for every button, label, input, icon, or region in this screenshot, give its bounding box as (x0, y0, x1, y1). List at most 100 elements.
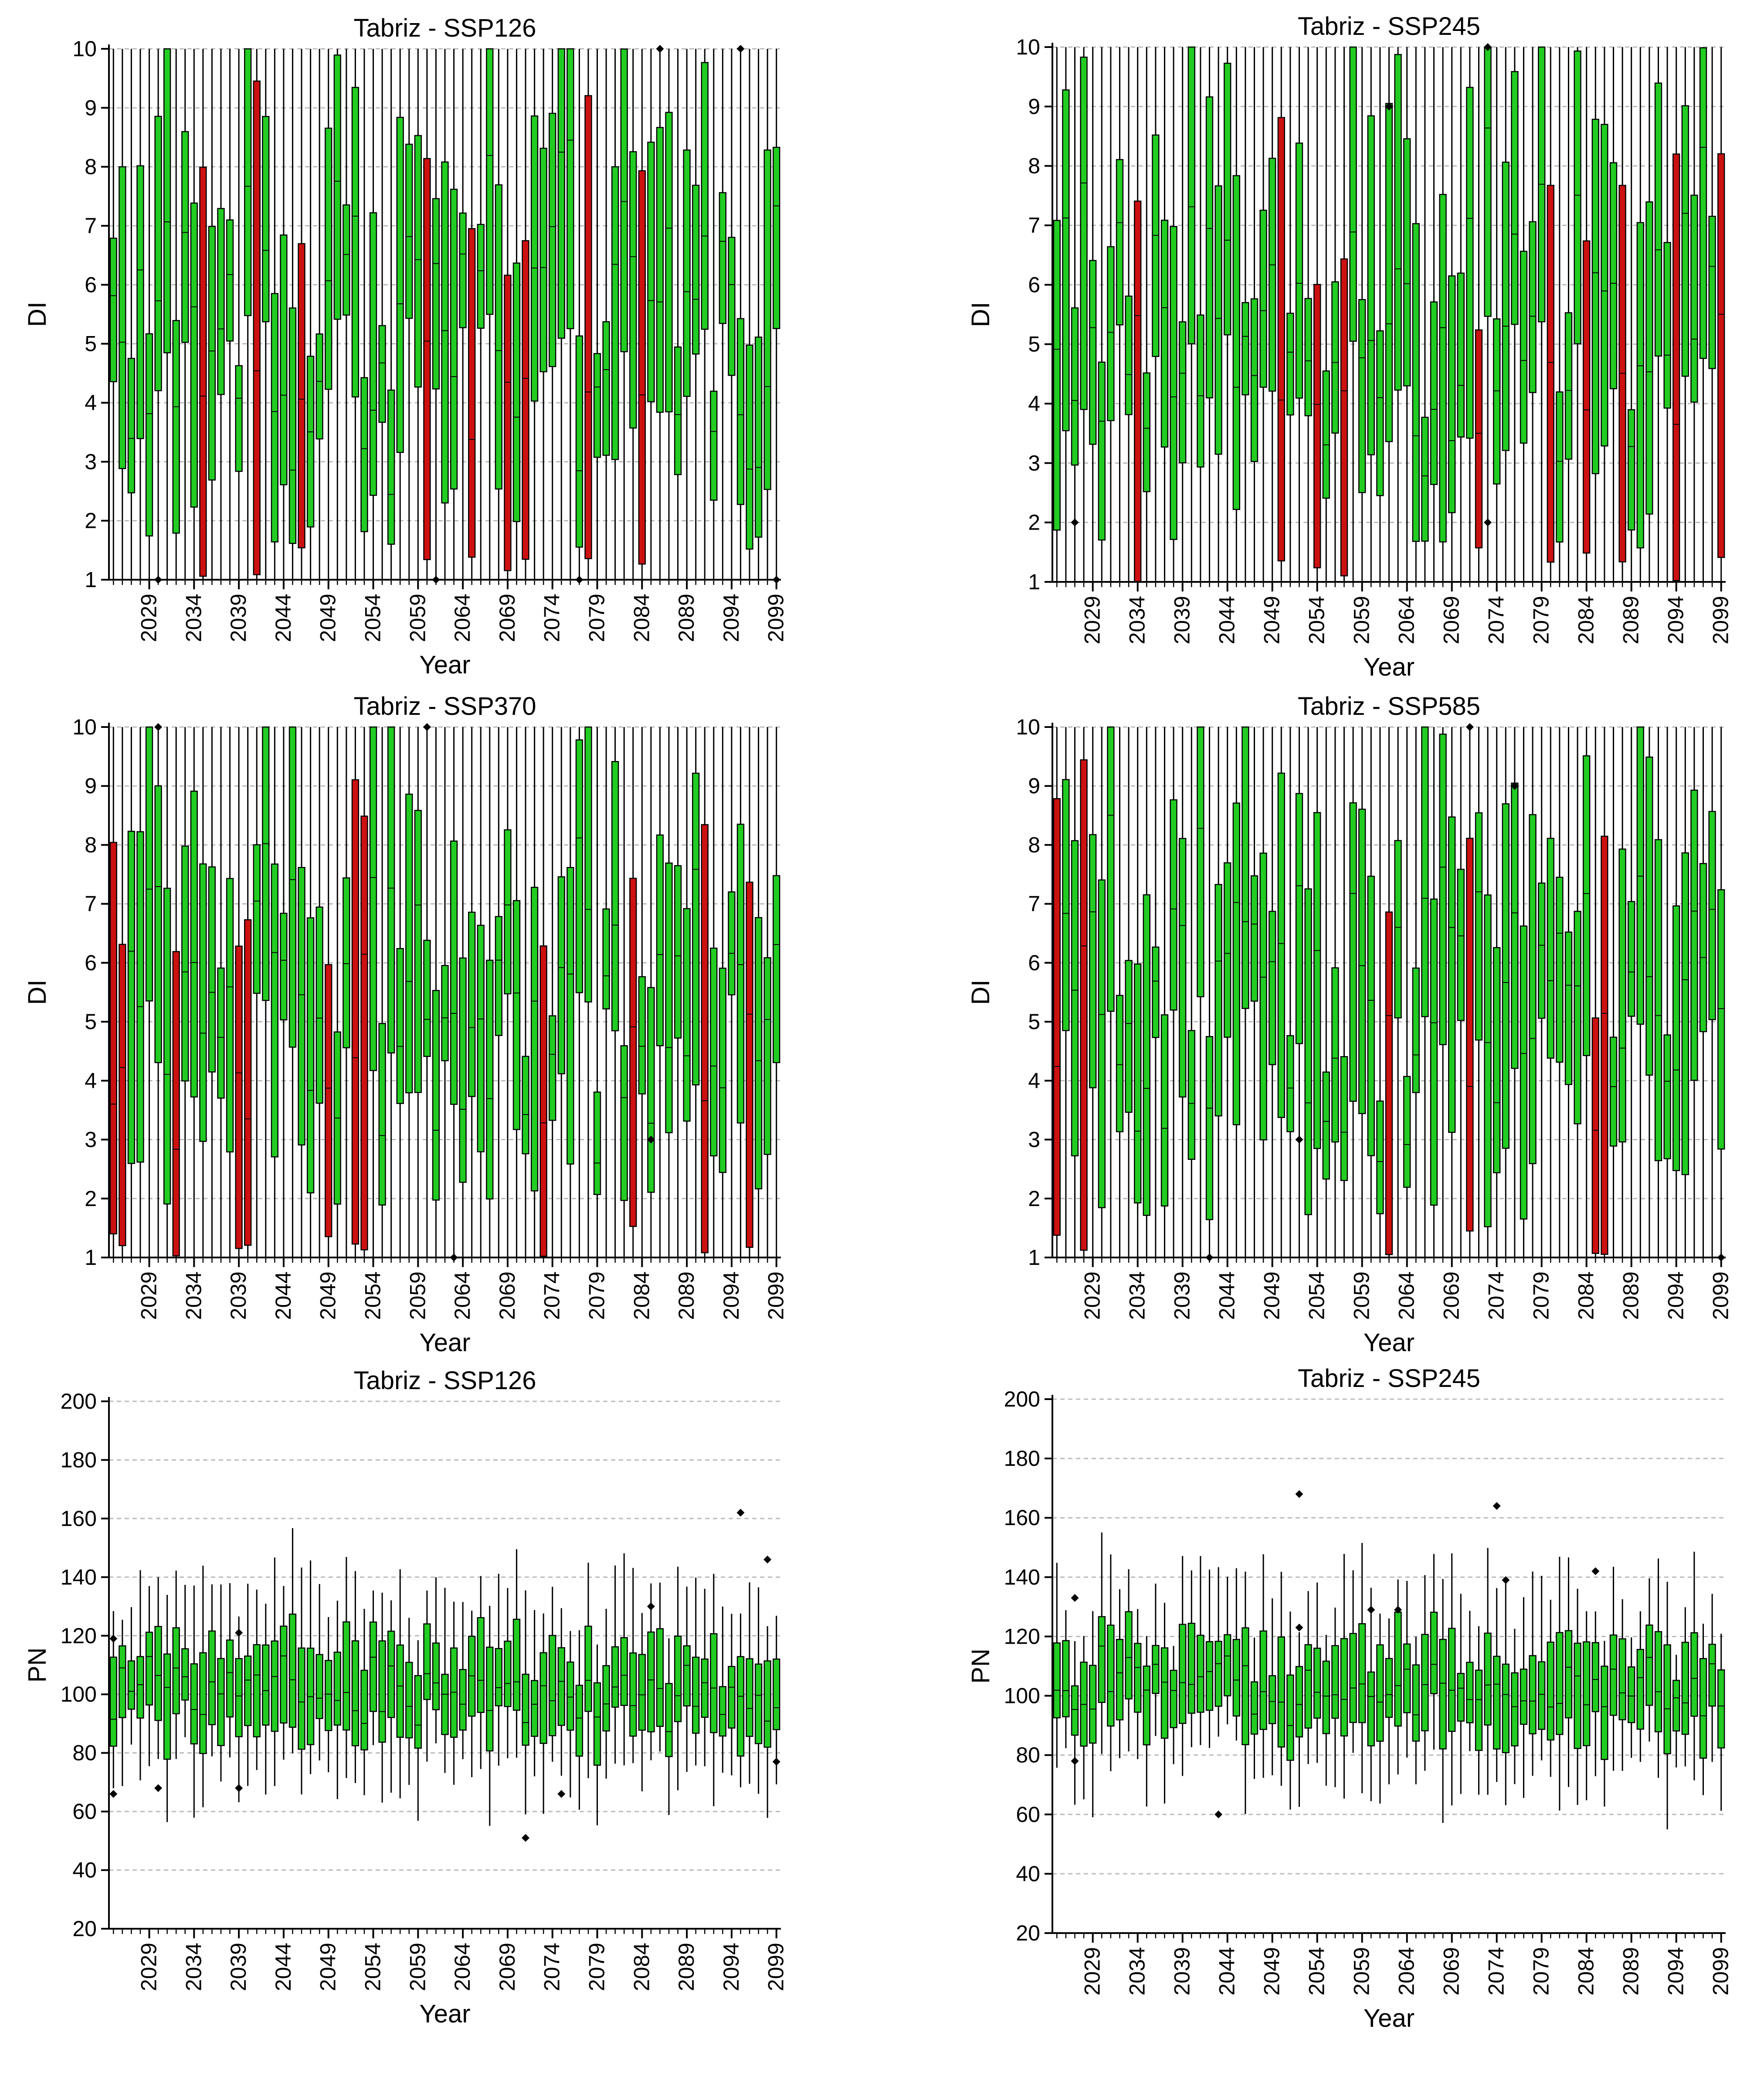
box-2084 (638, 1613, 646, 1791)
box-2044 (280, 1586, 288, 1760)
box-2043 (271, 1557, 279, 1786)
box-2059 (414, 49, 422, 580)
box-2057 (396, 1569, 404, 1798)
box-2098 (763, 49, 771, 580)
box-2083 (629, 727, 637, 1257)
box-2078 (584, 726, 592, 1257)
box-2085 (1591, 727, 1599, 1257)
box-2095 (736, 1613, 745, 1788)
box-2036 (208, 1584, 216, 1757)
box-2084 (1583, 1611, 1591, 1801)
box-2065 (468, 1611, 476, 1777)
x-tick-label: 2059 (405, 594, 430, 642)
box-2079 (1538, 1576, 1546, 1760)
x-tick-label: 2064 (1394, 596, 1419, 644)
box-2062 (441, 1587, 449, 1773)
box-2094 (1672, 727, 1680, 1257)
box-2049 (1269, 727, 1276, 1257)
box-2054 (1313, 47, 1321, 582)
outlier-point (1295, 1624, 1303, 1632)
y-tick-label: 4 (1028, 391, 1040, 416)
box-2073 (1484, 727, 1492, 1257)
x-tick-label: 2039 (1170, 1947, 1194, 1995)
x-axis-label: Year (419, 2000, 470, 2028)
box-2035 (199, 727, 207, 1257)
box-2058 (1349, 46, 1357, 582)
box-2060 (1367, 727, 1375, 1257)
box-2065 (1412, 1636, 1420, 1784)
x-tick-label: 2044 (1215, 1947, 1239, 1995)
box-2035 (1143, 47, 1150, 582)
box-2071 (1466, 1611, 1474, 1751)
x-tick-label: 2064 (450, 594, 475, 642)
box-2032 (1116, 47, 1124, 582)
box-2093 (1663, 1581, 1671, 1830)
box-2058 (405, 1618, 413, 1785)
box-2085 (1591, 47, 1599, 582)
box-2071 (1466, 727, 1474, 1257)
x-tick-label: 2069 (495, 1271, 519, 1320)
box-2052 (1295, 727, 1303, 1257)
box-2089 (1628, 727, 1635, 1257)
x-tick-label: 2034 (181, 1943, 206, 1991)
box-2048 (1259, 727, 1267, 1257)
box-2095 (1681, 47, 1689, 582)
x-tick-label: 2089 (1619, 1271, 1643, 1320)
box-2072 (530, 1610, 539, 1777)
y-tick-label: 2 (1028, 1186, 1040, 1211)
y-axis-label: PN (23, 1648, 51, 1683)
y-tick-label: 10 (72, 715, 97, 739)
box-2029 (145, 1586, 153, 1767)
x-tick-label: 2084 (629, 594, 654, 642)
x-tick-label: 2044 (1215, 1271, 1239, 1320)
x-tick-label: 2049 (316, 594, 340, 642)
box-2089 (683, 727, 691, 1257)
box-2083 (1574, 727, 1581, 1257)
x-tick-label: 2069 (495, 594, 519, 642)
box-2049 (1269, 1598, 1276, 1775)
box-2078 (1529, 1571, 1537, 1776)
x-tick-label: 2064 (1394, 1947, 1419, 1995)
box-2030 (1098, 1532, 1106, 1754)
box-2044 (280, 727, 288, 1257)
box-2077 (575, 1630, 583, 1810)
chart-panel-4 (1045, 723, 1726, 1267)
box-2039 (1179, 47, 1187, 582)
x-tick-label: 2049 (1260, 1271, 1284, 1320)
box-2089 (683, 49, 691, 580)
box-2038 (1170, 1646, 1177, 1764)
x-tick-label: 2044 (271, 1271, 295, 1320)
box-2064 (1403, 727, 1411, 1257)
box-2088 (1618, 727, 1626, 1257)
box-2067 (1430, 47, 1438, 582)
box-2097 (1699, 727, 1707, 1257)
box-2042 (262, 1604, 270, 1795)
box-2051 (1286, 1611, 1294, 1810)
box-2041 (253, 49, 261, 580)
box-2083 (1574, 1588, 1581, 1805)
box-2033 (1125, 1569, 1133, 1752)
box-2068 (495, 727, 503, 1257)
box-2086 (1601, 47, 1608, 582)
outlier-point (1295, 1135, 1303, 1144)
box-2088 (1618, 1599, 1626, 1771)
box-2096 (1690, 47, 1698, 582)
x-tick-label: 2034 (181, 594, 206, 642)
outlier-point (1510, 782, 1519, 790)
x-tick-label: 2054 (1305, 1271, 1329, 1320)
box-2039 (235, 49, 243, 580)
box-2057 (1340, 47, 1348, 582)
box-2080 (1547, 727, 1554, 1257)
box-2047 (1250, 47, 1259, 582)
box-2081 (611, 49, 619, 580)
box-2053 (360, 1609, 368, 1795)
box-2046 (1242, 1571, 1249, 1814)
box-2087 (1609, 47, 1618, 582)
box-2032 (172, 49, 180, 580)
box-2059 (1358, 1543, 1366, 1794)
chart-panel-5 (101, 1397, 781, 1938)
x-tick-label: 2029 (137, 1943, 161, 1991)
x-tick-label: 2064 (450, 1271, 475, 1320)
x-tick-label: 2094 (719, 1271, 743, 1320)
x-tick-label: 2094 (1664, 1947, 1688, 1995)
